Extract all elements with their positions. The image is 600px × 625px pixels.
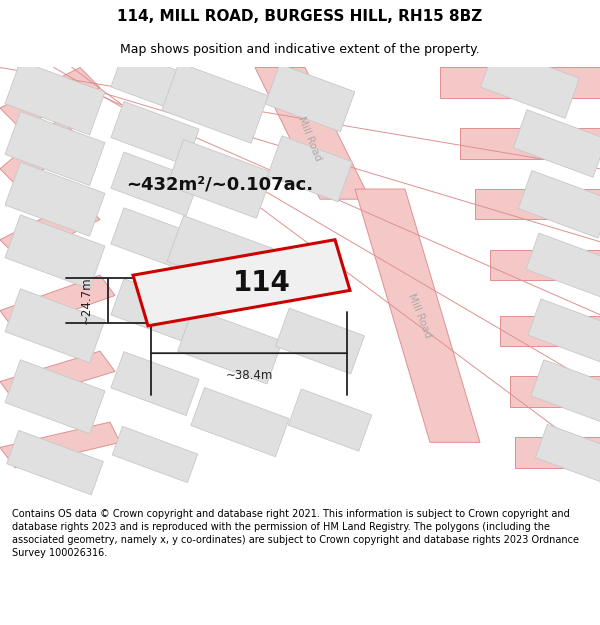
Text: 114: 114 [233, 269, 290, 297]
Polygon shape [167, 139, 273, 218]
Text: 114, MILL ROAD, BURGESS HILL, RH15 8BZ: 114, MILL ROAD, BURGESS HILL, RH15 8BZ [118, 9, 482, 24]
Polygon shape [460, 128, 600, 159]
Polygon shape [112, 426, 198, 483]
Polygon shape [7, 431, 103, 495]
Polygon shape [510, 376, 600, 407]
Polygon shape [535, 424, 600, 484]
Polygon shape [275, 308, 364, 374]
Polygon shape [528, 299, 600, 363]
Polygon shape [513, 110, 600, 178]
Polygon shape [288, 389, 372, 451]
Polygon shape [5, 360, 105, 434]
Polygon shape [5, 162, 105, 236]
Polygon shape [0, 118, 80, 189]
Polygon shape [0, 351, 115, 402]
Polygon shape [111, 208, 199, 272]
Polygon shape [162, 62, 268, 143]
Polygon shape [440, 68, 600, 98]
Polygon shape [111, 279, 199, 342]
Polygon shape [178, 308, 283, 384]
Polygon shape [490, 250, 600, 280]
Polygon shape [111, 152, 199, 216]
Polygon shape [111, 101, 199, 165]
Polygon shape [0, 199, 100, 260]
Polygon shape [5, 61, 105, 135]
Polygon shape [0, 275, 115, 331]
Text: ~432m²/~0.107ac.: ~432m²/~0.107ac. [127, 175, 314, 193]
Polygon shape [0, 422, 120, 468]
Text: ~38.4m: ~38.4m [226, 369, 272, 382]
Polygon shape [481, 47, 580, 118]
Polygon shape [133, 240, 350, 326]
Polygon shape [255, 68, 370, 199]
Text: Mill Road: Mill Road [407, 292, 433, 339]
Polygon shape [111, 352, 199, 416]
Polygon shape [167, 216, 273, 294]
Text: Contains OS data © Crown copyright and database right 2021. This information is : Contains OS data © Crown copyright and d… [12, 509, 579, 558]
Polygon shape [5, 289, 105, 363]
Polygon shape [191, 388, 289, 457]
Polygon shape [268, 136, 352, 202]
Polygon shape [265, 64, 355, 132]
Text: Mill Road: Mill Road [296, 115, 323, 162]
Polygon shape [515, 438, 600, 468]
Polygon shape [526, 233, 600, 297]
Polygon shape [0, 68, 100, 128]
Polygon shape [475, 189, 600, 219]
Polygon shape [500, 316, 600, 346]
Text: ~24.7m: ~24.7m [79, 277, 92, 324]
Polygon shape [518, 171, 600, 238]
Polygon shape [5, 111, 105, 186]
Polygon shape [111, 51, 199, 114]
Polygon shape [531, 360, 600, 424]
Polygon shape [5, 215, 105, 289]
Polygon shape [355, 189, 480, 442]
Text: Map shows position and indicative extent of the property.: Map shows position and indicative extent… [120, 42, 480, 56]
